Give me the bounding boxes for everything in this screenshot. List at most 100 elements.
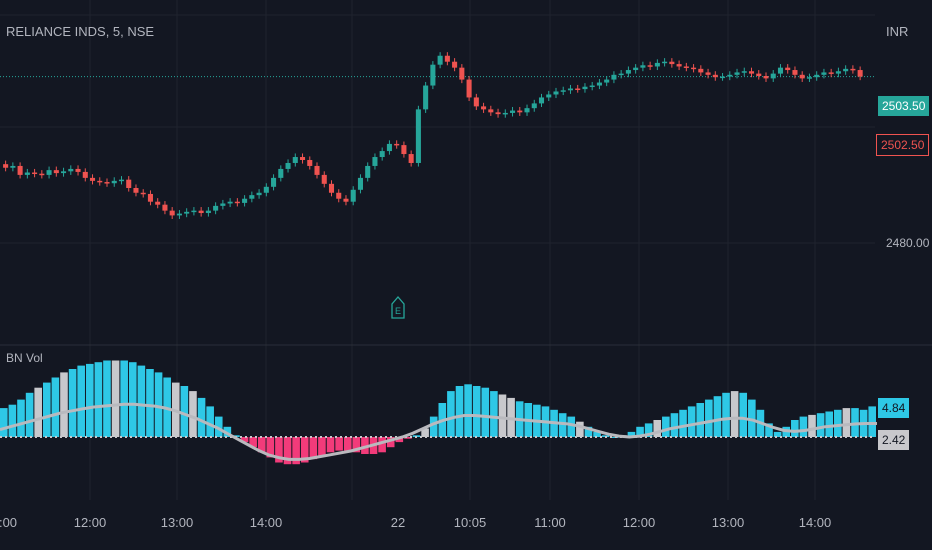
candle-body <box>524 108 530 113</box>
candle-body <box>806 77 812 79</box>
volume-bar <box>808 414 816 437</box>
candle-body <box>46 170 52 175</box>
candle-body <box>698 68 704 73</box>
candle-body <box>343 198 349 202</box>
candle-body <box>466 79 472 98</box>
candle-body <box>292 157 298 163</box>
volume-bar <box>670 413 679 437</box>
candle-body <box>415 109 421 163</box>
candle-body <box>97 180 103 183</box>
candle-body <box>39 173 45 176</box>
candle-body <box>386 143 392 152</box>
volume-bar <box>77 365 85 437</box>
candle-body <box>712 74 718 78</box>
volume-bar <box>60 372 68 437</box>
time-axis-tick: :00 <box>0 515 18 530</box>
volume-bar <box>679 409 687 437</box>
candle-body <box>538 97 545 104</box>
candle-body <box>155 201 161 205</box>
volume-bar <box>17 399 25 437</box>
volume-bar <box>421 428 429 437</box>
candle-body <box>357 177 363 190</box>
candle-body <box>560 90 566 92</box>
candle-body <box>582 86 588 90</box>
candle-body <box>321 174 327 184</box>
candle-body <box>24 172 30 175</box>
volume-bar <box>636 426 644 437</box>
volume-bar <box>498 394 507 437</box>
volume-bar <box>472 386 481 437</box>
candle-body <box>394 143 400 146</box>
candle-body <box>191 210 197 213</box>
candle-body <box>213 205 219 211</box>
candle-body <box>234 201 240 204</box>
candle-body <box>691 67 697 70</box>
volume-bar <box>206 406 214 437</box>
candle-body <box>720 76 726 79</box>
volume-bar <box>765 423 773 437</box>
volume-bar <box>189 391 197 437</box>
candle-body <box>104 182 110 184</box>
time-axis-tick: 10:05 <box>453 515 487 530</box>
volume-bar <box>103 360 111 437</box>
candle-body <box>814 74 820 78</box>
candle-body <box>531 103 537 109</box>
candle-body <box>350 189 356 202</box>
volume-bar <box>748 399 756 437</box>
volume-bar <box>834 409 842 437</box>
volume-bar <box>94 362 103 437</box>
volume-bar <box>662 416 670 437</box>
volume-bar <box>42 382 51 437</box>
candle-body <box>220 203 226 206</box>
volume-bar <box>335 437 343 451</box>
candle-body <box>372 157 378 166</box>
candle-body <box>307 160 313 166</box>
volume-bar <box>309 437 318 460</box>
candle-body <box>546 94 552 98</box>
volume-bar <box>868 406 876 437</box>
candle-body <box>285 162 291 169</box>
volume-bar <box>85 363 94 437</box>
indicator-name[interactable]: BN Vol <box>6 351 43 365</box>
volume-bar <box>361 437 369 454</box>
volume-bar <box>567 416 576 437</box>
price-axis-tick: 2480.00 <box>886 236 930 250</box>
volume-bar <box>214 416 223 437</box>
volume-bar <box>275 437 283 463</box>
volume-bar <box>627 431 636 437</box>
volume-bar <box>455 386 464 437</box>
symbol-title[interactable]: RELIANCE INDS, 5, NSE <box>6 24 155 39</box>
candle-body <box>669 61 675 65</box>
volume-bar <box>739 392 748 437</box>
volume-bar <box>593 431 601 437</box>
volume-bar <box>490 391 498 437</box>
candle-body <box>843 68 849 72</box>
volume-bar <box>773 431 782 437</box>
candle-body <box>147 193 153 202</box>
candle-body <box>256 192 262 196</box>
candle-body <box>75 168 81 172</box>
volume-bar <box>68 369 77 437</box>
volume-bar <box>730 391 739 437</box>
volume-bar <box>791 420 799 437</box>
volume-bar <box>842 408 851 437</box>
candle-body <box>589 85 595 88</box>
candle-body <box>89 177 96 181</box>
candle-body <box>430 64 436 86</box>
volume-bar <box>429 416 438 437</box>
candle-body <box>249 195 255 199</box>
volume-bar <box>137 365 146 437</box>
candle-body <box>575 88 581 91</box>
candle-body <box>176 213 182 216</box>
candle-body <box>162 204 168 211</box>
candle-body <box>278 168 284 178</box>
candle-body <box>437 55 443 65</box>
candle-body <box>770 73 776 79</box>
candle-body <box>567 88 574 91</box>
candle-body <box>618 73 624 76</box>
volume-bar <box>180 386 189 437</box>
volume-bar <box>343 437 352 451</box>
time-axis-tick: 14:00 <box>798 515 832 530</box>
candle-body <box>640 65 646 68</box>
